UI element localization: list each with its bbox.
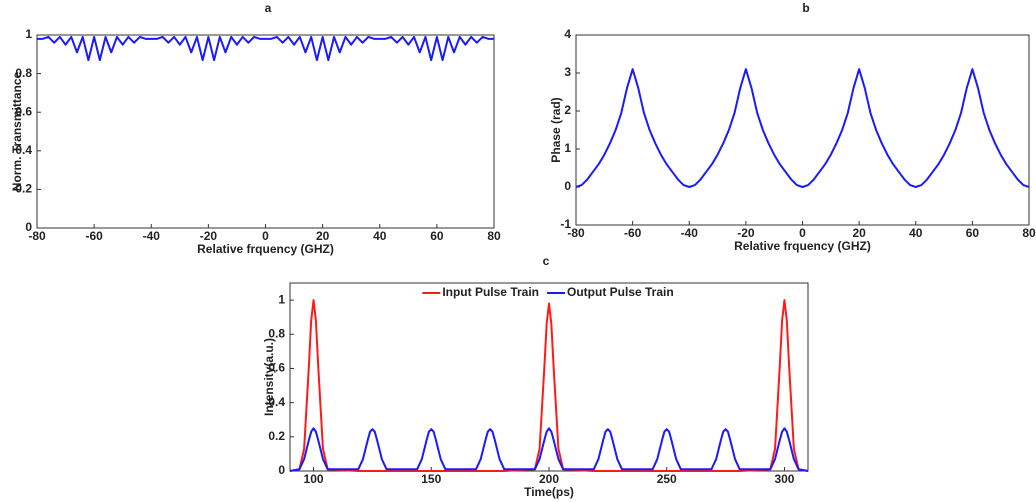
data-line	[289, 427, 809, 472]
legend-label: Input Pulse Train	[442, 285, 539, 299]
x-tick-label: 20	[316, 229, 330, 243]
x-tick-label: -80	[28, 229, 46, 243]
y-tick-label: 1	[25, 27, 32, 41]
y-tick-label: -1	[560, 217, 571, 231]
x-tick-label: 60	[966, 226, 980, 240]
x-tick-label: 80	[487, 229, 501, 243]
y-tick-label: 0.2	[15, 182, 32, 196]
legend-label: Output Pulse Train	[567, 285, 674, 299]
y-tick-label: 0	[278, 463, 285, 477]
data-line	[575, 68, 1030, 188]
y-tick-label: 0.6	[268, 361, 285, 375]
y-tick-label: 0	[564, 179, 571, 193]
x-tick-label: 80	[1022, 226, 1036, 240]
chart-title: b	[802, 1, 809, 15]
x-tick-label: -60	[624, 226, 642, 240]
y-tick-label: 0.4	[15, 143, 32, 157]
x-tick-label: 150	[421, 472, 441, 486]
y-tick-label: 0.6	[15, 104, 32, 118]
plot-frame	[36, 34, 495, 229]
x-tick-label: -60	[85, 229, 103, 243]
y-tick-label: 4	[564, 27, 571, 41]
x-tick-label: 100	[304, 472, 324, 486]
x-tick-label: 200	[539, 472, 559, 486]
y-tick-label: 0.8	[15, 66, 32, 80]
data-line	[289, 299, 809, 472]
y-tick-label: 0.8	[268, 326, 285, 340]
x-tick-label: -20	[737, 226, 755, 240]
x-tick-label: 0	[799, 226, 806, 240]
y-axis-label: Phase (rad)	[549, 97, 563, 162]
x-tick-label: 40	[373, 229, 387, 243]
data-line	[37, 35, 494, 62]
y-tick-label: 2	[564, 103, 571, 117]
x-tick-label: -20	[200, 229, 218, 243]
x-tick-label: 300	[774, 472, 794, 486]
y-tick-label: 0.2	[268, 429, 285, 443]
y-axis-label: Intensity(a.u.)	[262, 338, 276, 416]
x-tick-label: 60	[430, 229, 444, 243]
x-axis-label: Relative frquency (GHZ)	[734, 239, 871, 253]
x-tick-label: 250	[657, 472, 677, 486]
y-axis-label: Norm. Transmittance	[10, 71, 24, 191]
x-tick-label: 40	[909, 226, 923, 240]
y-tick-label: 1	[278, 292, 285, 306]
y-tick-label: 3	[564, 65, 571, 79]
y-tick-label: 1	[564, 141, 571, 155]
x-axis-label: Time(ps)	[524, 485, 574, 499]
chart-title: c	[543, 254, 550, 268]
chart-title: a	[265, 1, 272, 15]
y-tick-label: 0	[25, 220, 32, 234]
x-tick-label: -40	[681, 226, 699, 240]
x-tick-label: 0	[262, 229, 269, 243]
x-tick-label: -80	[567, 226, 585, 240]
y-tick-label: 0.4	[268, 395, 285, 409]
x-tick-label: -40	[143, 229, 161, 243]
x-tick-label: 20	[852, 226, 866, 240]
x-axis-label: Relative frquency (GHZ)	[197, 242, 334, 256]
plot-frame	[575, 34, 1030, 226]
